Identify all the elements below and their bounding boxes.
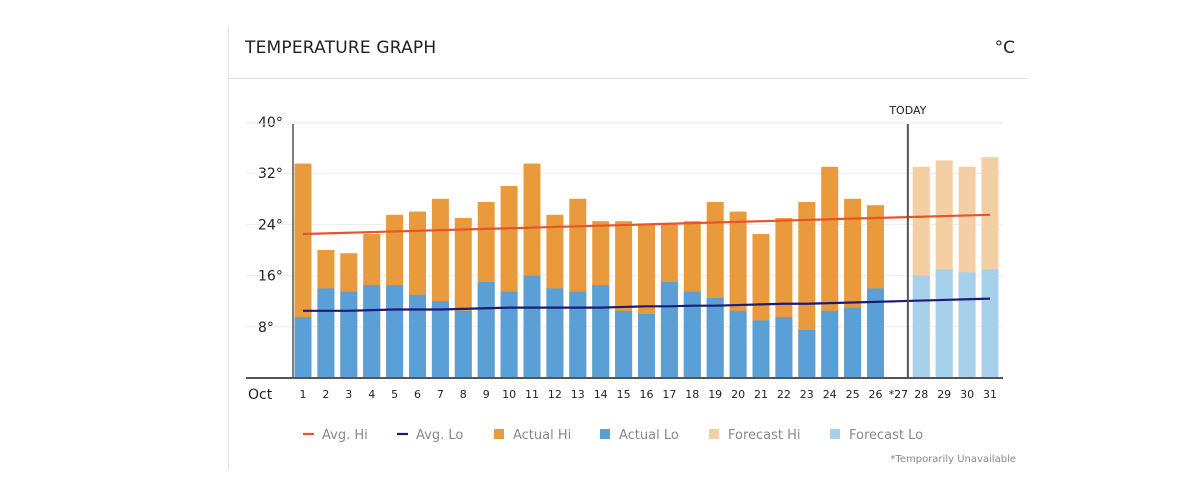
x-tick-label: 31 (983, 388, 997, 401)
actual-lo-bar (660, 282, 678, 378)
legend-label[interactable]: Forecast Lo (849, 428, 923, 443)
x-tick-label: 25 (846, 388, 860, 401)
legend-swatch (830, 429, 840, 439)
legend-swatch (709, 429, 719, 439)
x-tick-label: 29 (937, 388, 951, 401)
actual-lo-bar (706, 298, 724, 378)
actual-lo-bar (775, 317, 793, 378)
x-tick-label: 22 (777, 388, 791, 401)
forecast-lo-bar (981, 269, 999, 378)
x-tick-label: 13 (571, 388, 585, 401)
legend-label[interactable]: Forecast Hi (728, 428, 801, 443)
actual-lo-bar (363, 285, 381, 378)
x-tick-label: 15 (617, 388, 631, 401)
avg-lo-line (303, 297, 991, 312)
actual-lo-bar (729, 310, 747, 378)
actual-lo-bar (592, 285, 610, 378)
actual-lo-bar (294, 317, 312, 378)
actual-lo-bar (638, 314, 655, 378)
x-tick-label: 12 (548, 388, 562, 401)
legend-label[interactable]: Actual Hi (513, 428, 571, 443)
x-tick-label: 3 (345, 388, 352, 401)
x-tick-label: 10 (502, 388, 516, 401)
actual-lo-bar (409, 294, 426, 378)
x-tick-label: 1 (300, 388, 307, 401)
actual-lo-bar (867, 288, 884, 378)
actual-lo-bar (500, 291, 518, 378)
actual-lo-bar (683, 291, 701, 378)
x-tick-label: 16 (640, 388, 654, 401)
actual-lo-bar (523, 275, 541, 378)
y-tick-label: 16° (258, 269, 283, 285)
x-axis-month-label: Oct (248, 387, 273, 403)
today-label: TODAY (888, 104, 926, 117)
x-tick-label: 4 (368, 388, 375, 401)
avg-hi-line (302, 213, 991, 236)
x-tick-label: 5 (391, 388, 398, 401)
x-tick-label: 6 (414, 388, 421, 401)
card-header: TEMPERATURE GRAPH °C (229, 28, 1029, 79)
legend-label[interactable]: Avg. Hi (322, 428, 368, 443)
x-tick-label: 20 (731, 388, 745, 401)
card-title: TEMPERATURE GRAPH (245, 38, 437, 58)
actual-lo-bar (454, 310, 472, 378)
x-tick-label: 30 (960, 388, 974, 401)
y-tick-label: 40° (258, 115, 283, 131)
x-tick-label: 14 (594, 388, 608, 401)
x-tick-label: 8 (460, 388, 467, 401)
actual-lo-bar (844, 307, 862, 378)
x-tick-label: 24 (823, 388, 837, 401)
actual-lo-bar (431, 301, 449, 378)
unit-toggle[interactable]: °C (994, 38, 1015, 58)
actual-lo-bar (317, 288, 335, 378)
x-tick-label: 26 (869, 388, 883, 401)
x-tick-label: 11 (525, 388, 539, 401)
legend-swatch (494, 429, 504, 439)
actual-lo-bar (546, 288, 564, 378)
x-tick-label: 23 (800, 388, 814, 401)
forecast-lo-bar (958, 272, 976, 378)
x-tick-label: 2 (322, 388, 329, 401)
actual-lo-bar (340, 291, 358, 378)
actual-lo-bar (569, 291, 587, 378)
forecast-lo-bar (935, 269, 953, 378)
actual-lo-bar (821, 310, 839, 378)
temperature-card: TEMPERATURE GRAPH °C (228, 28, 1029, 470)
x-tick-label: 17 (662, 388, 676, 401)
y-tick-label: 32° (258, 166, 283, 182)
actual-lo-bar (477, 282, 495, 378)
legend-label[interactable]: Actual Lo (619, 428, 679, 443)
legend-label[interactable]: Avg. Lo (416, 428, 463, 443)
actual-lo-bar (615, 310, 633, 378)
x-tick-label: 18 (685, 388, 699, 401)
x-tick-label: 19 (708, 388, 722, 401)
actual-lo-bar (752, 320, 770, 378)
x-tick-label: 7 (437, 388, 444, 401)
x-tick-label: 21 (754, 388, 768, 401)
actual-lo-bar (798, 330, 816, 378)
actual-lo-bar (386, 285, 404, 378)
y-tick-label: 24° (258, 217, 283, 233)
x-tick-label: *27 (889, 388, 909, 401)
forecast-lo-bar (912, 275, 930, 378)
x-tick-label: 9 (483, 388, 490, 401)
x-tick-label: 28 (914, 388, 928, 401)
footnote: *Temporarily Unavailable (890, 454, 1016, 465)
legend-swatch (600, 429, 610, 439)
y-tick-label: 8° (258, 320, 274, 336)
